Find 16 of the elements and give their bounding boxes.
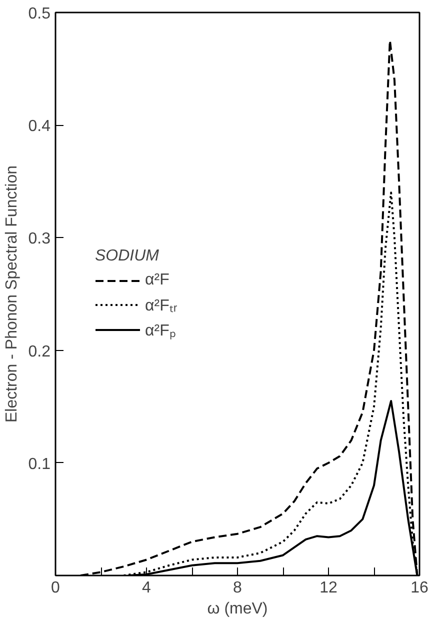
y-tick-label: 0.5: [28, 6, 51, 22]
legend-label: α²F: [145, 271, 170, 289]
y-axis-title: Electron - Phonon Spectral Function: [3, 165, 20, 423]
y-tick-label: 0.2: [28, 343, 51, 360]
y-tick-label: 0.4: [28, 118, 51, 136]
x-tick-label: 8: [233, 580, 242, 596]
x-tick-label: 0: [51, 580, 60, 596]
x-tick-label: 12: [320, 580, 338, 596]
legend-label: α²Fₜᵣ: [145, 296, 178, 315]
y-tick-label: 0.1: [28, 456, 51, 473]
legend-label: α²Fₚ: [145, 321, 176, 340]
x-axis-title: ω (meV): [207, 600, 268, 618]
x-tick-label: 4: [142, 580, 152, 596]
y-tick-label: 0.3: [28, 230, 51, 248]
legend-title: SODIUM: [95, 247, 160, 265]
x-tick-label: 16: [410, 580, 428, 596]
